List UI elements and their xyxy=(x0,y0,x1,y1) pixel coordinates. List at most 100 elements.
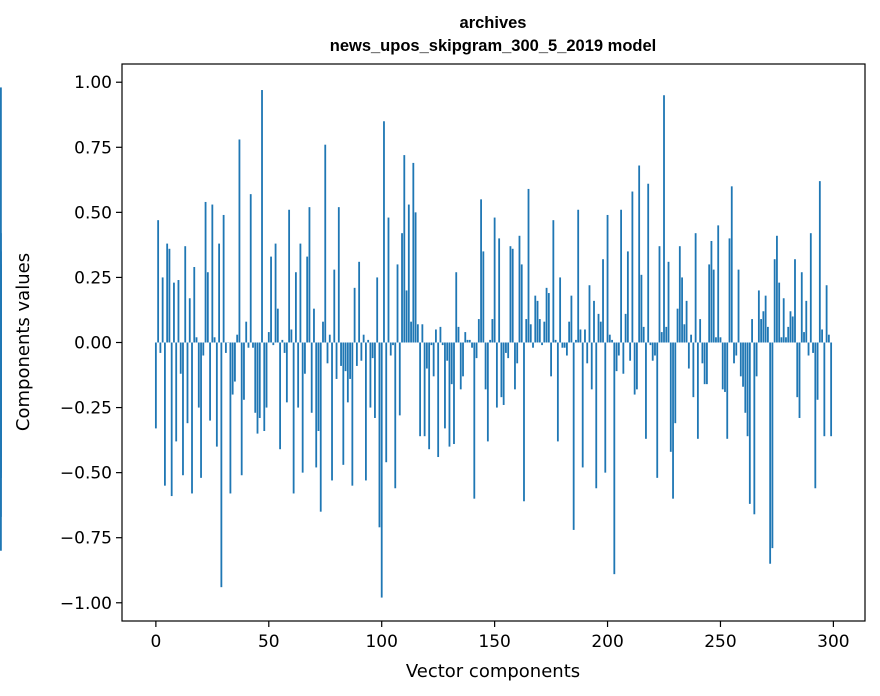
bar xyxy=(800,272,803,343)
bar xyxy=(785,337,787,343)
bar xyxy=(376,277,379,343)
bar xyxy=(685,300,688,343)
bar xyxy=(0,342,2,478)
bar xyxy=(416,324,419,343)
bar xyxy=(313,308,315,343)
y-tick-label: 0.75 xyxy=(74,138,112,158)
bar xyxy=(306,256,309,343)
bar xyxy=(462,342,464,377)
bar xyxy=(401,233,403,343)
bar xyxy=(694,233,697,343)
bar xyxy=(279,342,281,450)
bar xyxy=(197,342,200,408)
bar xyxy=(581,342,584,468)
bar xyxy=(177,280,180,343)
bar xyxy=(746,342,749,437)
bar xyxy=(229,342,232,494)
bar xyxy=(274,243,277,343)
bar xyxy=(200,342,202,478)
y-tick-label: 0.50 xyxy=(74,203,112,223)
bar xyxy=(324,144,327,343)
y-tick-label: −0.75 xyxy=(60,529,112,549)
bar xyxy=(805,300,808,343)
bar xyxy=(290,329,293,343)
bar xyxy=(599,321,602,343)
bar xyxy=(0,233,2,343)
bar xyxy=(678,246,681,343)
bar-series xyxy=(0,87,833,598)
bar xyxy=(355,342,358,366)
bar xyxy=(606,214,609,343)
bar xyxy=(527,188,530,343)
bar xyxy=(222,214,225,343)
bar xyxy=(446,342,449,361)
bar xyxy=(608,334,611,343)
bar xyxy=(473,342,476,499)
bar xyxy=(500,342,503,398)
bar xyxy=(288,209,291,343)
bar xyxy=(730,186,733,343)
x-tick-label: 300 xyxy=(817,632,849,652)
bar xyxy=(398,342,401,416)
bar xyxy=(782,298,785,343)
bar xyxy=(789,311,792,343)
bar xyxy=(735,342,738,356)
bar xyxy=(654,342,656,356)
bar xyxy=(742,342,744,387)
bar xyxy=(579,329,582,343)
x-tick-label: 200 xyxy=(591,632,623,652)
bar xyxy=(703,342,706,385)
bar xyxy=(238,139,241,343)
bar xyxy=(191,342,193,494)
bar xyxy=(769,342,772,564)
bar xyxy=(204,201,207,343)
bar xyxy=(272,342,275,346)
bar xyxy=(818,181,821,343)
bar xyxy=(184,246,187,343)
bar xyxy=(710,240,713,343)
bar xyxy=(405,290,408,343)
bar xyxy=(590,342,593,390)
y-tick-label: 0.25 xyxy=(74,268,112,288)
bar xyxy=(665,326,668,343)
bar xyxy=(559,277,562,343)
bar xyxy=(297,342,300,408)
bar xyxy=(523,342,525,502)
bar xyxy=(218,243,221,343)
bar xyxy=(362,334,365,343)
bar xyxy=(304,342,306,374)
y-tick-label: −1.00 xyxy=(60,594,112,614)
bar xyxy=(593,300,595,343)
bar xyxy=(597,313,600,343)
bar xyxy=(556,342,559,442)
bar xyxy=(276,308,279,343)
bar xyxy=(631,191,634,343)
bar xyxy=(202,342,205,356)
bar xyxy=(360,342,363,361)
bar xyxy=(764,295,767,343)
bar xyxy=(715,337,717,343)
bar xyxy=(385,342,388,463)
bar xyxy=(195,337,198,343)
bar xyxy=(787,326,790,343)
bar xyxy=(708,264,711,343)
bar xyxy=(475,342,478,359)
bar xyxy=(261,90,263,343)
bar xyxy=(780,337,783,343)
bar xyxy=(353,287,356,343)
bar xyxy=(622,342,625,374)
bar xyxy=(342,342,345,465)
bar xyxy=(520,264,523,343)
bar xyxy=(154,342,157,429)
bar xyxy=(633,342,636,395)
bar xyxy=(315,342,318,468)
x-tick-label: 0 xyxy=(150,632,161,652)
bar xyxy=(170,342,173,497)
bar xyxy=(491,319,494,343)
bar xyxy=(486,342,489,442)
bar xyxy=(674,342,677,424)
bar xyxy=(751,319,753,343)
bar xyxy=(344,342,347,372)
bar xyxy=(256,342,259,434)
